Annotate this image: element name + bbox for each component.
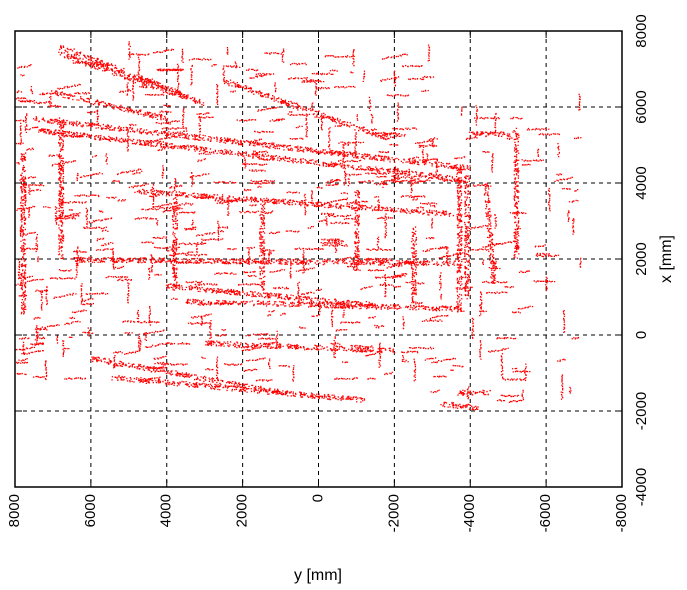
x-axis-title: y [mm] <box>294 567 342 584</box>
y-tick-label: 8000 <box>633 14 650 47</box>
x-tick-label: -8000 <box>613 494 630 532</box>
grid <box>15 31 622 487</box>
x-tick-label: -6000 <box>537 494 554 532</box>
y-tick-label: 4000 <box>633 166 650 199</box>
x-tick-label: -4000 <box>461 494 478 532</box>
x-axis-ticks: 8000 6000 4000 2000 0 -2000 -4000 -6000 -8000 <box>6 31 630 532</box>
y-tick-label: 0 <box>633 331 650 339</box>
x-tick-label: 2000 <box>234 494 251 527</box>
x-tick-label: 8000 <box>6 494 23 527</box>
x-tick-label: -2000 <box>385 494 402 532</box>
y-tick-label: 6000 <box>633 90 650 123</box>
x-tick-label: 6000 <box>82 494 99 527</box>
x-tick-label: 4000 <box>158 494 175 527</box>
y-axis-ticks: -4000 -2000 0 2000 4000 6000 8000 <box>15 14 650 506</box>
point-series <box>15 41 582 411</box>
y-tick-label: -2000 <box>633 392 650 430</box>
y-tick-label: -4000 <box>633 468 650 506</box>
y-axis-title: x [mm] <box>658 235 675 283</box>
y-tick-label: 2000 <box>633 242 650 275</box>
x-tick-label: 0 <box>309 494 326 502</box>
data-points <box>15 41 582 411</box>
